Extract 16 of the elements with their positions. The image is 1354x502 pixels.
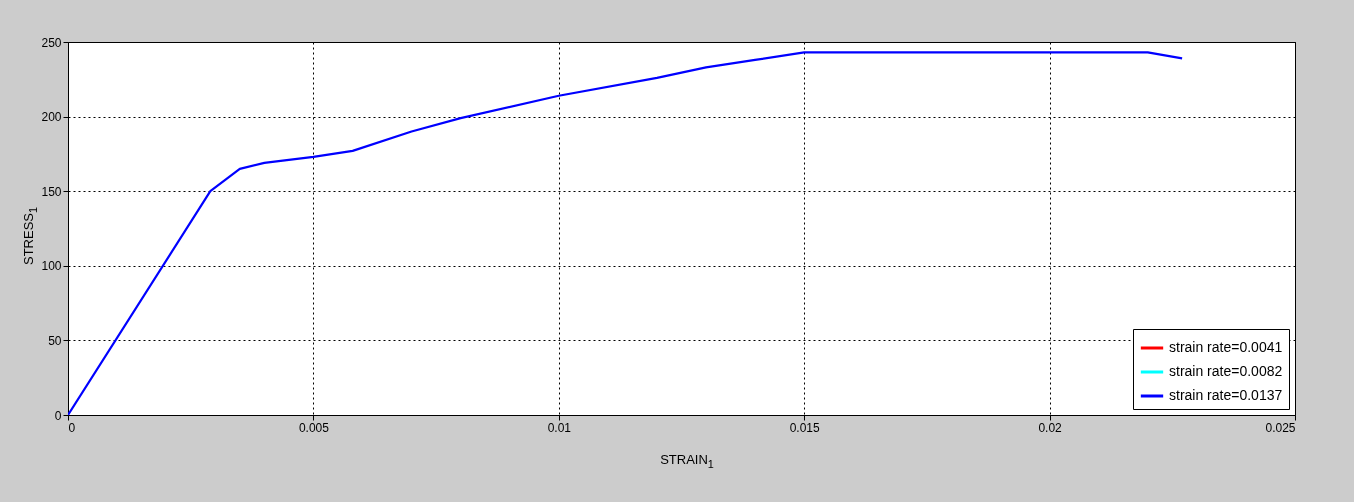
x-tick-label: 0.02	[1038, 420, 1063, 435]
y-tick-label: 200	[41, 110, 62, 125]
x-tick-label: 0	[68, 420, 76, 435]
legend-label: strain rate=0.0137	[1169, 387, 1283, 403]
x-tick-label: 0.025	[1265, 420, 1296, 435]
y-tick-label: 150	[41, 184, 62, 199]
y-tick-label: 50	[48, 333, 62, 348]
x-tick-label: 0.005	[298, 420, 330, 435]
x-tick-label: 0.015	[789, 420, 821, 435]
y-tick-label: 0	[54, 408, 62, 423]
legend-label: strain rate=0.0041	[1169, 339, 1283, 355]
x-axis-title: STRAIN$_{1}$	[660, 452, 714, 470]
y-tick-label: 250	[41, 35, 62, 50]
x-tick-label: 0.01	[547, 420, 572, 435]
y-tick-label: 100	[41, 259, 62, 274]
legend-label: strain rate=0.0082	[1169, 363, 1283, 379]
